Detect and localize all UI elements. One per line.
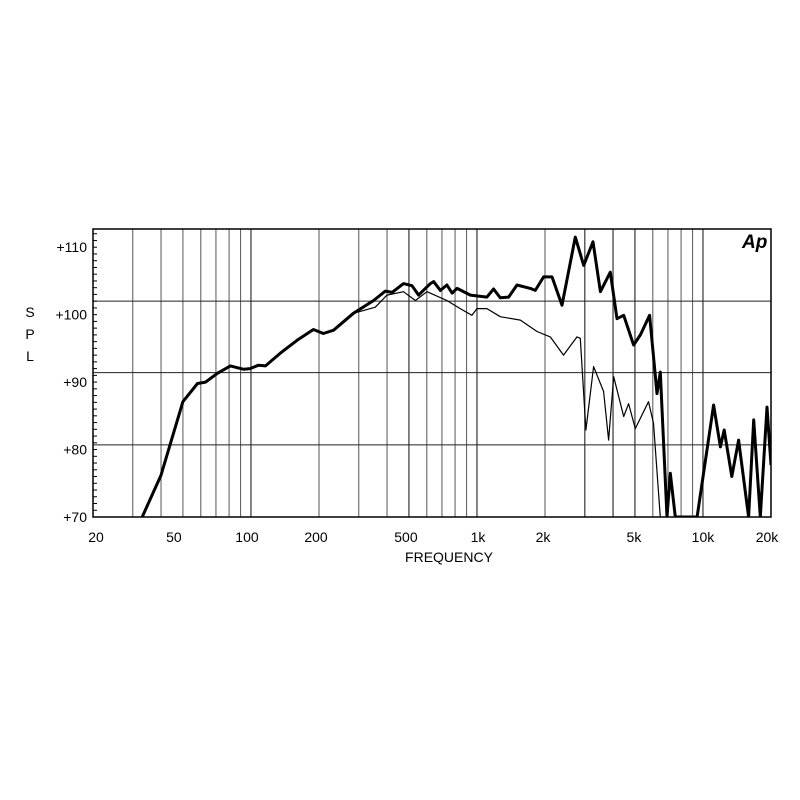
x-tick-label: 20 [88,529,104,545]
x-tick-label: 200 [304,529,328,545]
x-tick-label: 20k [756,529,780,545]
series-lines [140,235,771,517]
plot-frame [92,228,772,518]
series-line-thin [141,291,661,517]
x-tick-label: 1k [471,529,487,545]
x-tick-label: 100 [235,529,259,545]
y-tick-label: +80 [63,442,87,458]
y-axis-label: SPL [25,304,35,364]
logo-ap: Ap [741,232,767,253]
x-tick-label: 500 [394,529,418,545]
x-tick-label: 2k [536,529,552,545]
y-tick-label: +70 [63,509,87,525]
y-tick-label: +90 [63,374,87,390]
x-tick-label: 5k [627,529,643,545]
series-line-thick [140,235,771,517]
y-axis-ticks: +110 +100 +90 +80 +70 [55,233,97,525]
y-tick-label: +110 [57,239,88,255]
x-axis-label: FREQUENCY [405,549,494,565]
x-tick-label: 10k [692,529,716,545]
x-axis-ticks: 20 50 100 200 500 1k 2k 5k 10k 20k [88,529,779,545]
x-tick-label: 50 [166,529,182,545]
y-tick-label: +100 [55,307,87,323]
